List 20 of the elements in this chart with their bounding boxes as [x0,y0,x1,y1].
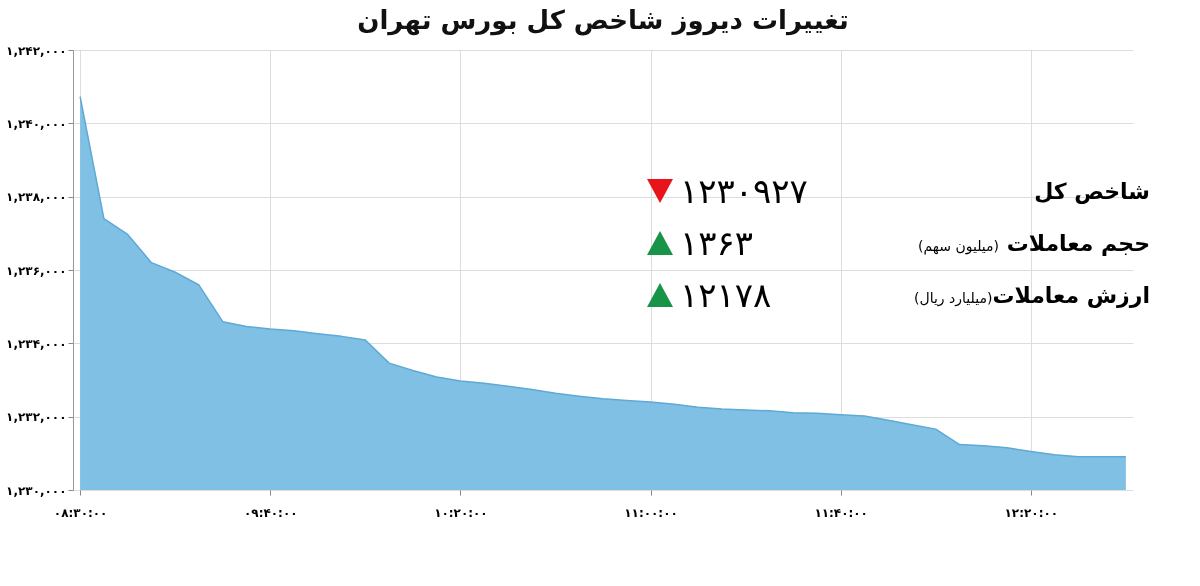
chart-title: تغییرات دیروز شاخص کل بورس تهران [357,5,849,36]
y-tick-label: ۱,۲۳۲,۰۰۰ [6,410,67,425]
x-tick-label: ۱۱:۴۰:۰۰ [814,505,868,520]
annotation: ارزش معاملات(میلیارد ریال) [913,282,1150,308]
x-tick-label: ۱۰:۲۰:۰۰ [434,505,488,520]
y-tick-label: ۱,۲۴۰,۰۰۰ [6,116,67,131]
y-tick-label: ۱,۲۳۸,۰۰۰ [6,190,67,205]
annotation: ۱۲۱۷۸ [680,275,773,315]
annotation: ۱۲۳۰۹۲۷ [680,171,809,211]
x-tick-label: ۰۹:۴۰:۰۰ [243,505,298,520]
annotation: حجم معاملات (میلیون سهم) [917,230,1150,256]
y-tick-label: ۱,۲۳۶,۰۰۰ [6,263,67,278]
x-tick-label: ۰۸:۳۰:۰۰ [53,505,108,520]
y-tick-label: ۱,۲۴۲,۰۰۰ [6,43,67,58]
annotation: شاخص کل [1033,178,1150,204]
y-tick-label: ۱,۲۳۰,۰۰۰ [6,483,67,498]
x-tick-label: ۱۱:۰۰:۰۰ [624,505,678,520]
annotation: ۱۳۶۳ [680,223,755,263]
x-tick-label: ۱۲:۲۰:۰۰ [1004,505,1059,520]
y-tick-label: ۱,۲۳۴,۰۰۰ [6,336,67,351]
